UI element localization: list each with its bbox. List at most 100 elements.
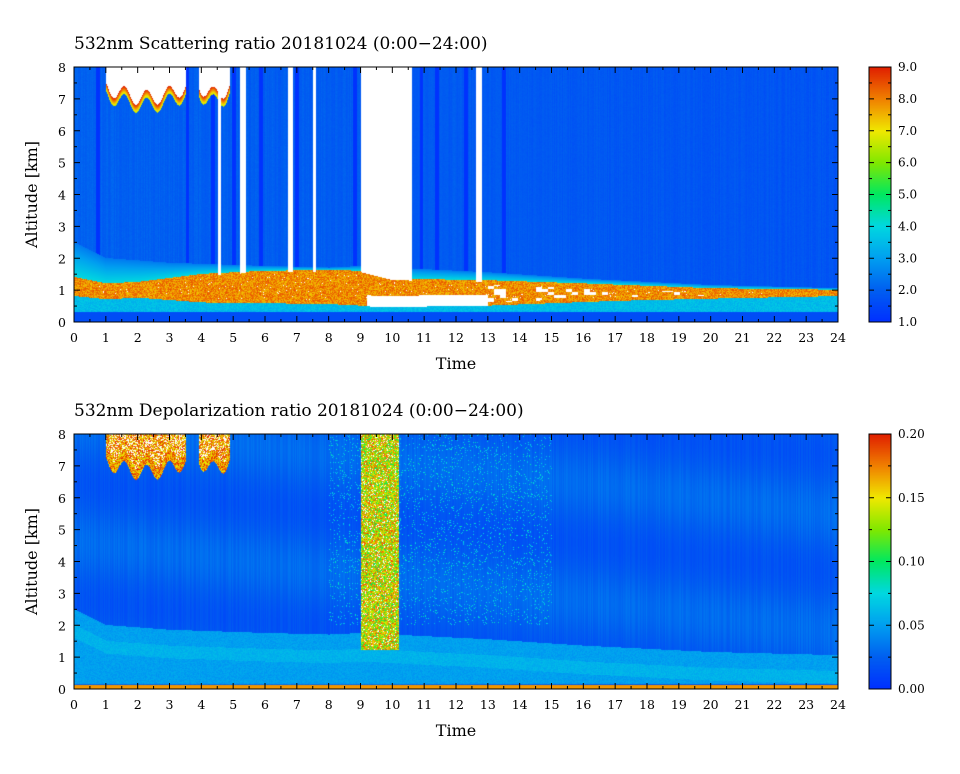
x-axis-label: Time	[436, 354, 476, 373]
x-tick-label: 21	[735, 697, 751, 712]
y-tick-label: 6	[58, 124, 66, 139]
colorbar-tick-label: 8.0	[898, 92, 917, 106]
x-tick-label: 12	[448, 697, 464, 712]
colorbar-tick-label: 5.0	[898, 188, 917, 202]
heatmap-image	[74, 67, 838, 322]
x-tick-label: 1	[102, 697, 110, 712]
colorbar-tick-label: 0.10	[898, 555, 925, 569]
colorbar-tick-label: 0.05	[898, 618, 925, 632]
x-tick-label: 18	[639, 330, 655, 345]
x-tick-label: 23	[798, 697, 814, 712]
y-tick-label: 0	[58, 682, 66, 697]
x-tick-label: 2	[134, 697, 142, 712]
x-tick-label: 24	[830, 330, 846, 345]
x-tick-label: 12	[448, 330, 464, 345]
plot-area	[73, 66, 839, 323]
y-tick-label: 5	[58, 156, 66, 171]
colorbar: 0.00 0.05 0.10 0.15 0.20	[868, 427, 925, 696]
y-tick-label: 3	[58, 219, 66, 234]
x-tick-label: 22	[766, 697, 782, 712]
y-tick-label: 4	[58, 188, 66, 203]
x-tick-label: 18	[639, 697, 655, 712]
heatmap-image	[74, 434, 838, 689]
x-tick-label: 8	[325, 330, 333, 345]
x-tick-label: 3	[166, 330, 174, 345]
y-tick-label: 3	[58, 586, 66, 601]
x-tick-label: 17	[607, 330, 623, 345]
colorbar-gradient	[869, 67, 891, 322]
colorbar-tick-label: 0.20	[898, 427, 925, 441]
x-tick-label: 5	[229, 697, 237, 712]
colorbar-tick-label: 7.0	[898, 124, 917, 138]
x-tick-label: 20	[703, 697, 719, 712]
colorbar-ticks: 0.00 0.05 0.10 0.15 0.20	[869, 427, 925, 696]
panel-title: 532nm Depolarization ratio 20181024 (0:0…	[74, 401, 524, 421]
x-tick-label: 10	[384, 330, 400, 345]
x-tick-label: 4	[197, 330, 205, 345]
x-tick-label: 6	[261, 697, 269, 712]
colorbar-tick-label: 0.15	[898, 491, 925, 505]
y-tick-label: 8	[58, 60, 66, 75]
x-tick-label: 3	[166, 697, 174, 712]
panel-depolarization-ratio: 532nm Depolarization ratio 20181024 (0:0…	[22, 401, 925, 740]
x-tick-label: 8	[325, 697, 333, 712]
colorbar-tick-label: 6.0	[898, 156, 917, 170]
panel-scattering-ratio: 532nm Scattering ratio 20181024 (0:00−24…	[22, 34, 917, 373]
x-tick-label: 14	[512, 330, 528, 345]
x-tick-label: 9	[357, 330, 365, 345]
y-tick-label: 8	[58, 427, 66, 442]
x-tick-label: 11	[416, 697, 432, 712]
x-tick-label: 4	[197, 697, 205, 712]
axes: 0 1 2 3 4 5 6 7 8 9 10 11 12 13 14 15 16 17 18 19 20 21 22 23 24…	[58, 427, 846, 712]
y-tick-label: 1	[58, 283, 66, 298]
x-tick-label: 15	[544, 330, 560, 345]
y-axis-label: Altitude [km]	[22, 508, 41, 616]
x-tick-label: 24	[830, 697, 846, 712]
x-tick-label: 7	[293, 330, 301, 345]
x-tick-label: 22	[766, 330, 782, 345]
x-tick-label: 1	[102, 330, 110, 345]
colorbar-ticks: 1.0 2.0 3.0 4.0 5.0 6.0 7.0 8.0 9.0	[869, 60, 917, 329]
x-tick-label: 11	[416, 330, 432, 345]
colorbar-tick-label: 9.0	[898, 60, 917, 74]
y-tick-label: 0	[58, 315, 66, 330]
colorbar-tick-label: 1.0	[898, 315, 917, 329]
x-tick-label: 13	[480, 697, 496, 712]
y-tick-label: 4	[58, 555, 66, 570]
x-tick-label: 19	[671, 697, 687, 712]
colorbar-tick-label: 2.0	[898, 283, 917, 297]
x-tick-label: 15	[544, 697, 560, 712]
colorbar-tick-label: 3.0	[898, 251, 917, 265]
x-tick-label: 10	[384, 697, 400, 712]
plot-area	[73, 433, 839, 690]
x-tick-label: 2	[134, 330, 142, 345]
x-tick-label: 7	[293, 697, 301, 712]
y-tick-label: 6	[58, 491, 66, 506]
y-tick-label: 5	[58, 523, 66, 538]
x-tick-label: 16	[575, 697, 591, 712]
x-tick-label: 9	[357, 697, 365, 712]
colorbar-tick-label: 0.00	[898, 682, 925, 696]
x-tick-label: 23	[798, 330, 814, 345]
colorbar-gradient	[869, 434, 891, 689]
y-tick-label: 7	[58, 92, 66, 107]
x-tick-label: 6	[261, 330, 269, 345]
x-tick-label: 16	[575, 330, 591, 345]
x-tick-label: 19	[671, 330, 687, 345]
y-tick-label: 1	[58, 650, 66, 665]
x-tick-label: 13	[480, 330, 496, 345]
x-tick-label: 17	[607, 697, 623, 712]
y-tick-label: 2	[58, 618, 66, 633]
colorbar-tick-label: 4.0	[898, 219, 917, 233]
x-tick-label: 20	[703, 330, 719, 345]
x-axis-label: Time	[436, 721, 476, 740]
x-tick-label: 14	[512, 697, 528, 712]
x-tick-label: 0	[70, 330, 78, 345]
panel-title: 532nm Scattering ratio 20181024 (0:00−24…	[74, 34, 488, 54]
y-tick-label: 7	[58, 459, 66, 474]
y-tick-label: 2	[58, 251, 66, 266]
x-tick-label: 21	[735, 330, 751, 345]
y-axis-label: Altitude [km]	[22, 141, 41, 249]
x-tick-label: 0	[70, 697, 78, 712]
